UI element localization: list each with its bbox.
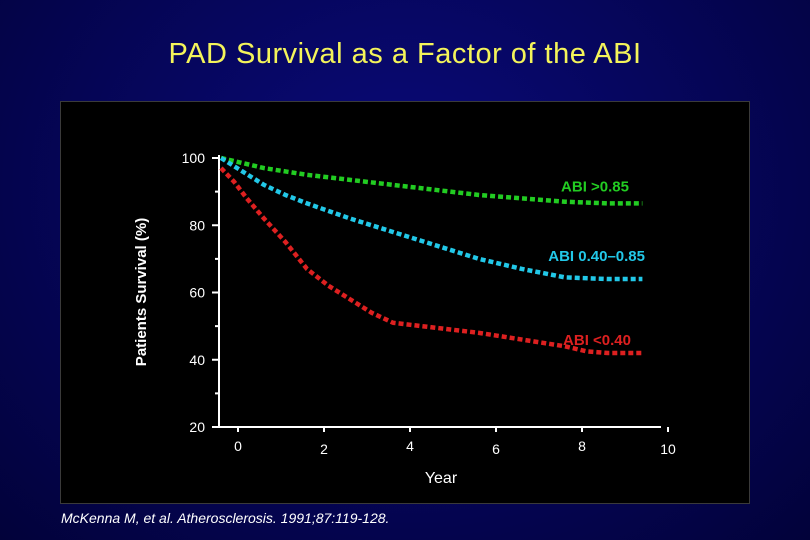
series-line-2: [219, 166, 643, 356]
y-tick-label: 40: [189, 352, 205, 368]
series-line-1: [219, 156, 643, 282]
x-tick-label: 8: [578, 438, 586, 454]
x-tick-label: 10: [660, 441, 676, 457]
chart-panel: 100 80 60 40 20 0 2 4 6 8 10 Year Patients Survival …: [60, 101, 750, 504]
x-axis-label: Year: [425, 470, 458, 487]
x-tick-label: 2: [320, 441, 328, 457]
x-tick-label: 6: [492, 441, 500, 457]
y-axis-label: Patients Survival (%): [133, 218, 150, 366]
series-label: ABI 0.40–0.85: [548, 248, 645, 265]
y-tick-label: 100: [182, 150, 206, 166]
y-tick-label: 60: [189, 285, 205, 301]
y-tick-label: 20: [189, 419, 205, 435]
x-tick-label: 4: [406, 438, 414, 454]
citation: McKenna M, et al. Atherosclerosis. 1991;…: [61, 510, 390, 526]
survival-line-chart: 100 80 60 40 20 0 2 4 6 8 10 Year Patients Survival …: [133, 150, 676, 487]
series-label: ABI <0.40: [563, 332, 631, 349]
series-label: ABI >0.85: [561, 178, 629, 195]
series-line-0: [220, 155, 643, 206]
x-tick-label: 0: [234, 438, 242, 454]
slide-title: PAD Survival as a Factor of the ABI: [168, 38, 642, 70]
y-tick-label: 80: [189, 217, 205, 233]
